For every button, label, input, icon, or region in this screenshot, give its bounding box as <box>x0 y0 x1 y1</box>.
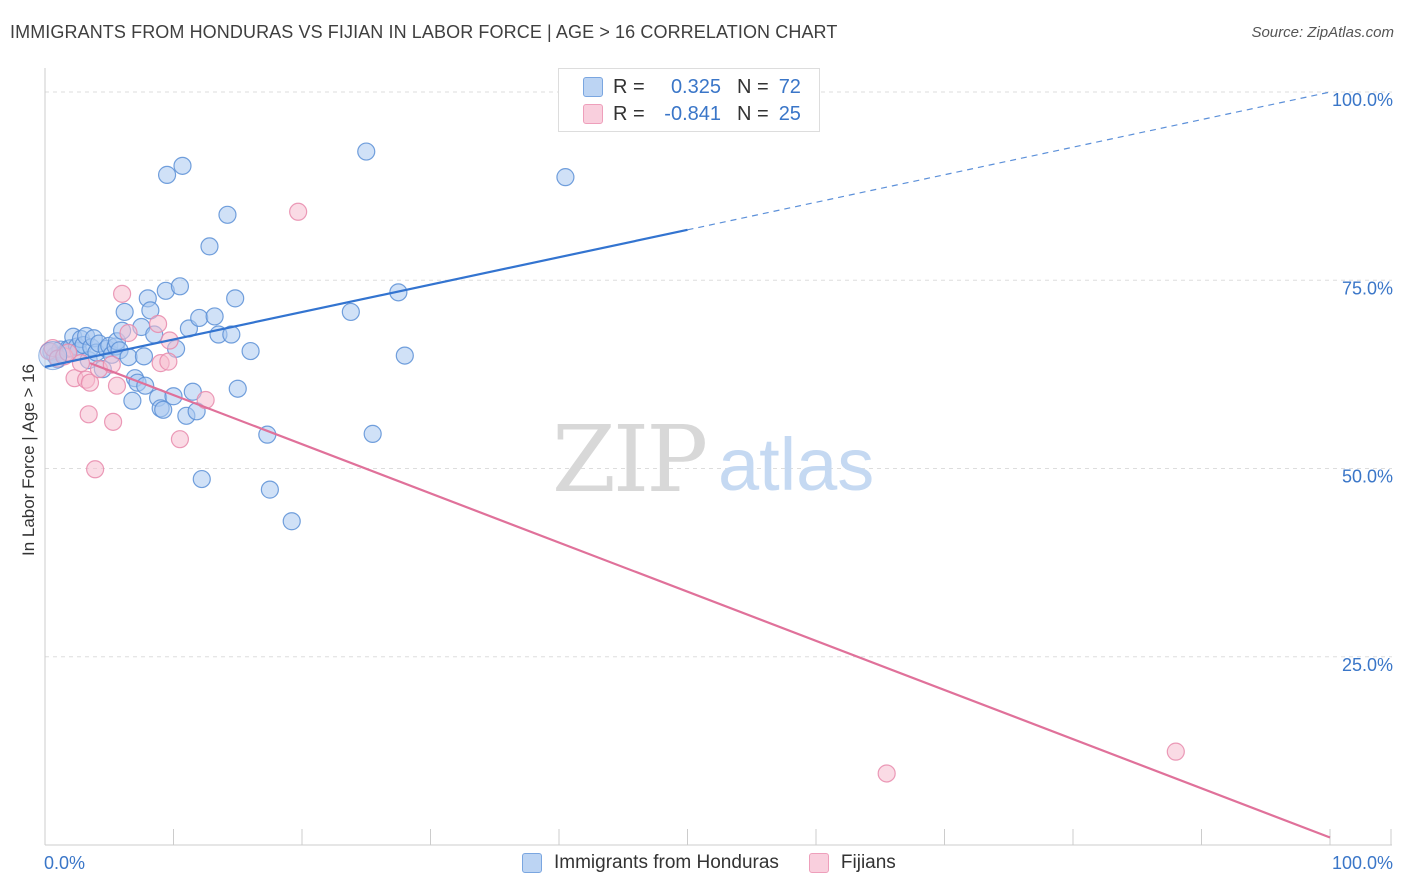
n-label: N = <box>737 102 769 125</box>
fijian-trendline <box>89 362 1331 839</box>
y-tick-label: 25.0% <box>1342 655 1393 675</box>
fijian-point <box>112 284 132 303</box>
honduras-point <box>241 341 260 361</box>
honduras-point <box>170 277 190 296</box>
fijian-point <box>170 430 190 449</box>
r-label: R = <box>613 75 645 98</box>
honduras-point <box>228 379 247 398</box>
watermark-zip: ZIP <box>552 406 705 513</box>
x-tick-label: 100.0% <box>1332 853 1393 873</box>
source-label: Source: ZipAtlas.com <box>1251 24 1394 41</box>
honduras-point <box>141 301 160 320</box>
honduras-point <box>200 237 219 256</box>
fijian-point <box>289 202 308 221</box>
honduras-point <box>363 424 382 443</box>
legend-item-fijians[interactable]: Fijians <box>808 852 896 874</box>
honduras-point <box>173 156 192 175</box>
fijian-point <box>877 764 896 783</box>
watermark-atlas: atlas <box>718 423 874 506</box>
legend-label: Fijians <box>840 852 896 873</box>
r-value: 0.325 <box>670 75 721 98</box>
fijian-point <box>86 460 105 479</box>
y-tick-label: 75.0% <box>1342 278 1393 298</box>
honduras-point <box>157 165 177 184</box>
correlation-legend: R = 0.325 N = 72 R = -0.841 N = 25 <box>558 68 820 132</box>
y-tick-label: 100.0% <box>1332 90 1393 110</box>
legend-row-fijians: R = -0.841 N = 25 <box>583 102 801 126</box>
honduras-point <box>222 325 241 344</box>
honduras-point <box>183 382 202 401</box>
y-axis-label: In Labor Force | Age > 16 <box>19 364 38 556</box>
honduras-point <box>205 307 224 326</box>
honduras-point <box>164 387 183 406</box>
honduras-point <box>226 289 245 308</box>
legend-swatch-blue <box>583 77 603 97</box>
honduras-point <box>115 302 134 322</box>
n-label: N = <box>737 75 769 98</box>
honduras-point <box>260 480 279 499</box>
legend-swatch-pink <box>583 104 603 124</box>
honduras-point <box>341 302 360 322</box>
fijian-point <box>107 376 127 395</box>
honduras-point <box>556 168 575 187</box>
fijian-point <box>80 373 100 392</box>
fijian-point <box>104 412 123 431</box>
series-legend: Immigrants from Honduras Fijians <box>522 852 926 874</box>
legend-swatch-blue <box>522 853 542 873</box>
legend-row-honduras: R = 0.325 N = 72 <box>583 75 801 99</box>
honduras-point <box>282 512 301 531</box>
fijian-point <box>79 405 98 424</box>
legend-swatch-pink <box>808 853 829 873</box>
legend-label: Immigrants from Honduras <box>554 852 779 873</box>
honduras-point <box>395 346 414 365</box>
r-value: -0.841 <box>664 102 721 125</box>
n-value: 25 <box>778 102 801 125</box>
honduras-point <box>134 347 154 366</box>
honduras-point <box>154 400 173 419</box>
chart-title: IMMIGRANTS FROM HONDURAS VS FIJIAN IN LA… <box>10 22 838 42</box>
y-tick-label: 50.0% <box>1342 467 1393 487</box>
honduras-point <box>357 142 376 161</box>
honduras-point <box>192 469 211 489</box>
fijian-point <box>159 352 178 371</box>
honduras-point <box>38 341 68 371</box>
honduras-point <box>190 308 209 328</box>
n-value: 72 <box>778 75 801 98</box>
fijian-point <box>1166 742 1185 761</box>
fijian-point <box>119 323 138 343</box>
honduras-point <box>218 205 237 224</box>
honduras-point <box>123 391 142 410</box>
x-tick-label: 0.0% <box>44 853 85 873</box>
r-label: R = <box>613 102 645 125</box>
legend-item-honduras[interactable]: Immigrants from Honduras <box>522 852 779 874</box>
fijian-point <box>148 314 168 334</box>
honduras-trendline <box>44 228 688 368</box>
